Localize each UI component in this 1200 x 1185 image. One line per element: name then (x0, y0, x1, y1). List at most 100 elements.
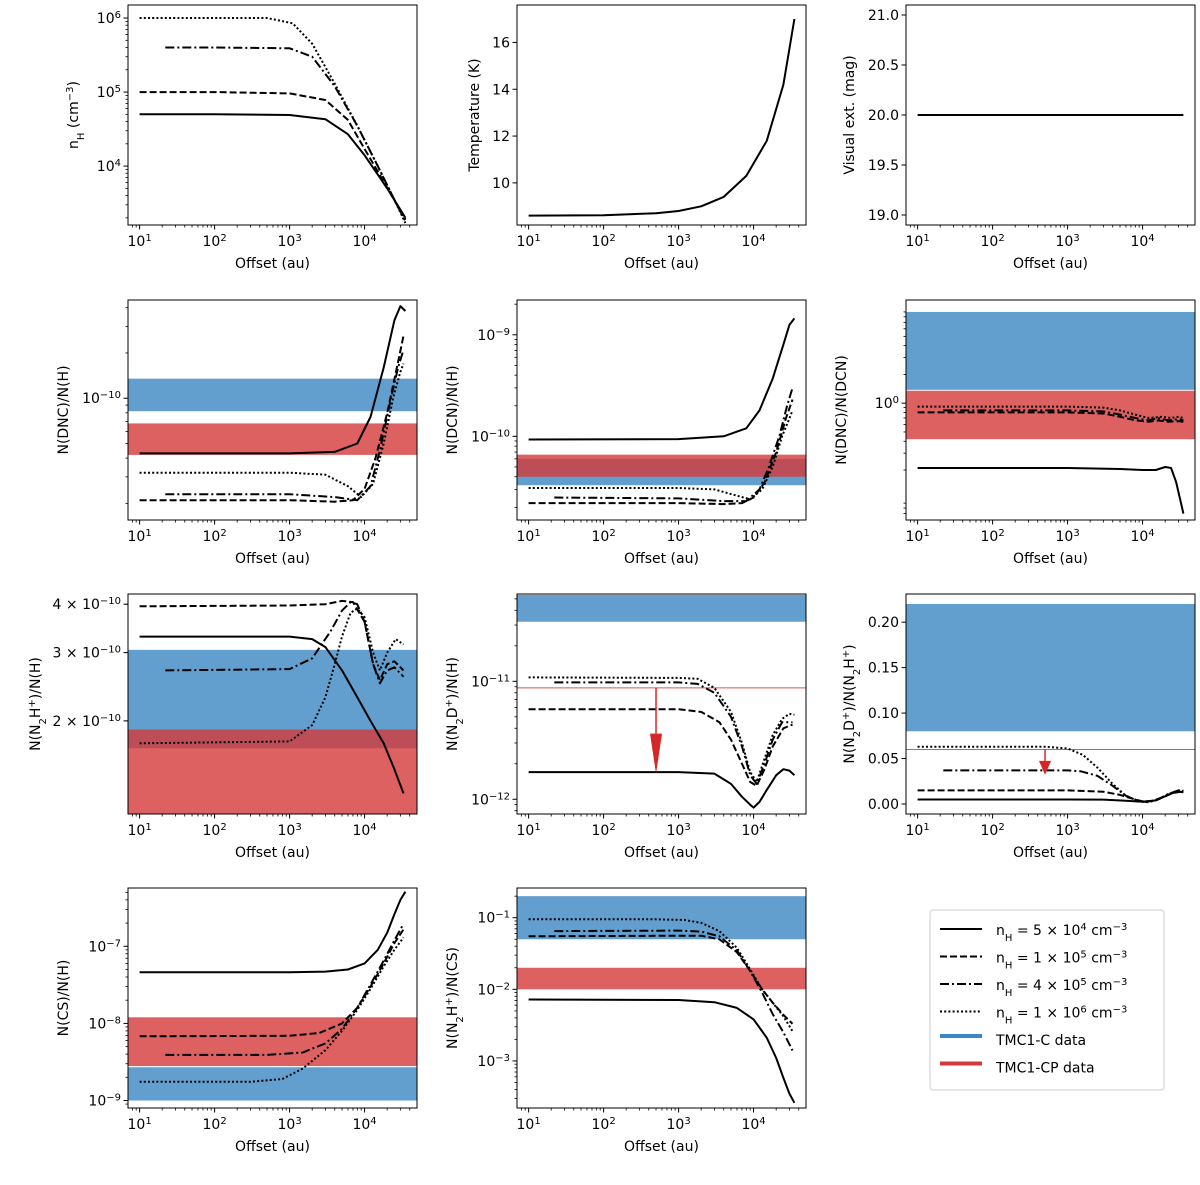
x-tick-label: 103 (277, 528, 301, 546)
series-5e4-solid (139, 891, 407, 974)
x-tick-label: 103 (666, 528, 690, 546)
series-1e6-dotted (917, 745, 1184, 804)
panel-ratio_n2dp_n2hp: 101 102 103 104 0.00 0.05 0.10 0.15 0.20 Offset (… (841, 593, 1196, 861)
y-tick-label: 10−9 (88, 1092, 121, 1110)
x-tick-label: 103 (1055, 233, 1079, 251)
x-axis-label: Offset (au) (235, 551, 310, 567)
x-tick-label: 101 (128, 1116, 152, 1134)
y-tick-label: 20.0 (868, 108, 899, 124)
x-axis-label: Offset (au) (624, 551, 699, 567)
x-tick-label: 101 (906, 528, 930, 546)
y-axis-label: N(CS)/N(H) (56, 960, 72, 1037)
plot-area (906, 604, 1195, 804)
x-tick-label: 103 (666, 233, 690, 251)
series-1e5-dashed (139, 335, 405, 503)
y-tick-label: 106 (97, 10, 121, 28)
y-tick-label: 10−7 (88, 938, 121, 956)
legend-entry: TMC1-C data (940, 1033, 1086, 1049)
series-5e4-solid (528, 998, 796, 1104)
y-tick-label: 0.05 (868, 752, 899, 768)
x-tick-label: 104 (1130, 528, 1154, 546)
series-5e4-solid (917, 790, 1184, 803)
y-axis-label: N(DNC)/N(DCN) (834, 355, 850, 465)
y-tick-label: 10−10 (471, 428, 510, 446)
x-tick-label: 102 (592, 1116, 616, 1134)
x-tick-label: 103 (277, 1116, 301, 1134)
y-tick-label: 10−9 (477, 326, 510, 344)
series-4e5-dashdot (554, 387, 794, 503)
y-tick-label: 10−1 (477, 909, 510, 927)
x-tick-label: 101 (906, 233, 930, 251)
series-1e6-dotted (528, 676, 795, 783)
panel-dnc: 101 102 103 104 10−10 Offset (au) N(DNC)/N(H) (56, 299, 418, 567)
y-axis-label: Temperature (K) (467, 58, 483, 172)
x-tick-label: 103 (666, 1116, 690, 1134)
x-tick-label: 101 (517, 528, 541, 546)
x-axis-label: Offset (au) (624, 256, 699, 272)
x-tick-label: 101 (128, 822, 152, 840)
x-tick-label: 104 (741, 1116, 765, 1134)
series-4e5-dashdot (165, 923, 405, 1056)
x-tick-label: 102 (203, 233, 227, 251)
series-all-solid (528, 18, 796, 217)
x-tick-label: 101 (517, 822, 541, 840)
y-axis-label: N(N2​H+)/N(CS) (444, 947, 466, 1049)
axes-frame (516, 593, 807, 815)
legend-entry: nH​ = 1 × 106 cm−3 (940, 1004, 1127, 1026)
series-4e5-dashdot (165, 46, 407, 222)
x-tick-label: 104 (741, 822, 765, 840)
panel-nH: 101 102 103 104 104 105 106 Offset (au) nH​ (cm−… (65, 4, 418, 272)
x-tick-label: 103 (277, 233, 301, 251)
y-tick-label: 16 (492, 35, 510, 51)
series-1e5-dashed (528, 399, 794, 506)
y-tick-label: 10−8 (88, 1015, 121, 1033)
y-tick-label: 0.20 (868, 615, 899, 631)
series-5e4-solid (528, 768, 796, 809)
series-1e6-dotted (139, 607, 405, 745)
legend-label: nH​ = 1 × 106 cm−3 (996, 1004, 1127, 1026)
panel-n2dp: 101 102 103 104 10−12 10−11 Offset (au) N(N2​D+… (444, 593, 807, 861)
data-band-tmc1c (906, 604, 1195, 732)
legend-label: TMC1-CP data (995, 1061, 1095, 1077)
data-band-tmc1cp (517, 454, 806, 477)
series-4e5-dashdot (554, 929, 794, 1051)
plot-area (517, 317, 806, 506)
y-axis-label: nH​ (cm−3) (65, 81, 87, 149)
x-tick-label: 104 (1130, 233, 1154, 251)
plot-area (906, 311, 1195, 514)
legend-box (929, 909, 1165, 1091)
x-tick-label: 102 (981, 233, 1005, 251)
legend-entry: nH​ = 5 × 104 cm−3 (940, 922, 1127, 944)
y-tick-label: 12 (492, 129, 510, 145)
y-tick-label: 105 (97, 84, 121, 102)
series-5e4-solid (139, 113, 407, 219)
legend-label: nH​ = 4 × 105 cm−3 (996, 977, 1127, 999)
y-tick-label: 21.0 (868, 8, 899, 24)
x-tick-label: 103 (666, 822, 690, 840)
series-5e4-solid (139, 305, 407, 455)
x-tick-label: 102 (981, 528, 1005, 546)
x-tick-label: 102 (981, 822, 1005, 840)
y-axis-label: N(DCN)/N(H) (445, 365, 461, 454)
y-axis-label: N(DNC)/N(H) (56, 365, 72, 454)
axes-frame (127, 299, 418, 521)
x-tick-label: 104 (352, 233, 376, 251)
series-5e4-solid (917, 466, 1185, 514)
upper-limit-arrow (650, 687, 663, 774)
x-tick-label: 103 (277, 822, 301, 840)
x-axis-label: Offset (au) (235, 256, 310, 272)
series-4e5-dashdot (554, 681, 793, 785)
y-tick-label: 14 (492, 82, 510, 98)
series-4e5-dashdot (165, 601, 405, 685)
x-axis-label: Offset (au) (235, 1139, 310, 1155)
series-4e5-dashdot (165, 349, 405, 502)
x-tick-label: 102 (203, 822, 227, 840)
axes-frame (127, 887, 418, 1109)
y-tick-label: 10−10 (82, 390, 121, 408)
y-axis-label: N(N2​D+)/N(N2​H+) (841, 644, 863, 763)
y-tick-label: 100 (875, 395, 899, 413)
panel-cs: 101 102 103 104 10−9 10−8 10−7 Offset (au) N(CS)… (56, 887, 418, 1155)
panel-temp: 101 102 103 104 10 12 14 16 Offset (au) Temperatu… (467, 4, 807, 272)
x-tick-label: 104 (352, 528, 376, 546)
series-4e5-dashdot (943, 769, 1184, 804)
